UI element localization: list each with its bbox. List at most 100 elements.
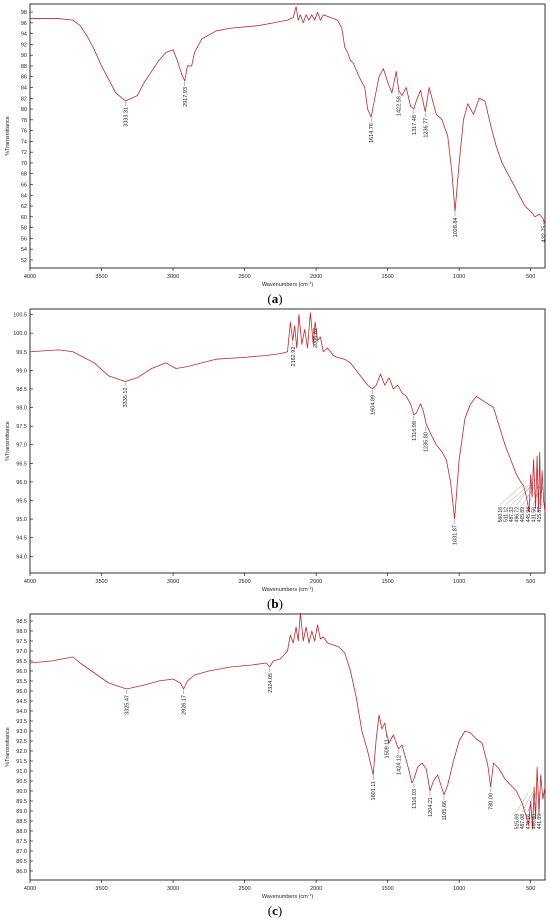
pc-ytick-label-8: 90.0 [16,789,27,795]
pa-xlabel: Wavenumbers (cm-1) [262,280,314,288]
pb-leader-line-1 [505,484,530,506]
pb-series-line-0 [29,312,546,520]
pa-ytick-label-15: 82 [21,96,27,102]
pc-series-line-0 [29,612,546,830]
pa-ytick-label-6: 64 [21,193,27,199]
pa-ytick-label-3: 58 [21,226,27,232]
pb-leader-line-0 [499,484,523,506]
pc-ytick-label-22: 97.0 [16,649,27,655]
caption-a-letter: a [271,291,279,306]
pc-xtick-label-6: 1000 [453,886,465,892]
pc-ytick-label-20: 96.0 [16,669,27,675]
pb-peak-label-4: 1316.98 [412,421,418,441]
pa-ytick-label-9: 70 [21,161,27,167]
pa-xtick-label-7: 500 [526,274,535,280]
pa-ytick-label-18: 88 [21,64,27,70]
pb-leader-label-6: 431.56 [531,507,537,523]
pa-peak-label-0: 3333.31 [123,107,129,127]
pc-ytick-label-2: 87.0 [16,849,27,855]
pc-peak-label-9: 780.00 [489,793,495,810]
pc-leader-label-1: 487.08 [520,814,526,830]
pb-ytick-label-12: 100.0 [13,331,27,337]
pa-ytick-label-16: 84 [21,86,27,92]
pa-xtick-label-2: 3000 [167,274,179,280]
pb-peak-label-3: 1604.89 [371,395,377,415]
pb-peak-label-1: 2162.92 [291,347,297,367]
pc-ytick-label-14: 93.0 [16,729,27,735]
pa-ytick-label-10: 72 [21,150,27,156]
pc-ytick-label-5: 88.5 [16,819,27,825]
pb-xlabel-main: Wavenumbers (cm [262,587,308,593]
pb-ylabel: %Transmittance [5,421,11,461]
pc-peak-label-8: 1105.66 [442,801,448,820]
panel-b: 94.0 94.5 95.0 95.5 96.0 96.5 97.0 97.5 98.0 98.5… [0,305,550,595]
pa-peak-label-3: 1422.58 [397,96,403,116]
pb-ytick-label-1: 94.5 [16,536,27,542]
pb-leader-line-5 [527,484,539,506]
pa-ytick-label-5: 62 [21,204,27,210]
pc-xtick-label-7: 500 [526,886,535,892]
pc-peak-label-1: 2926.17 [182,695,188,715]
chart-a: 52 54 56 58 60 62 64 66 68 70 72 74 76 78 80 82 84 86 88 90… [5,3,548,288]
pb-leader-line-7 [538,484,544,506]
caption-a-close: ) [278,291,283,306]
pb-ytick-label-0: 94.0 [16,554,27,560]
caption-c-close: ) [277,903,283,918]
pc-xtick-label-0: 4000 [24,886,36,892]
pb-ytick-label-13: 100.5 [13,313,27,319]
pc-xlabel-sup: -1 [308,892,312,897]
pa-peak-label-7: 432.75 [542,226,548,243]
pb-leader-line-3 [516,484,532,506]
pc-peak-label-4: 1509.11 [384,739,390,758]
pb-xlabel-end: ) [311,587,313,593]
pc-ytick-label-3: 87.5 [16,839,27,845]
pa-xtick-label-3: 2500 [238,274,250,280]
pc-leader-line-1 [522,791,533,813]
pa-ytick-label-14: 80 [21,107,27,113]
pc-xlabel-end: ) [311,894,313,900]
pa-ytick-label-13: 78 [21,118,27,124]
pb-leader-label-4: 465.89 [520,507,526,523]
pc-leader-label-0: 515.69 [515,814,521,830]
caption-b: (b) [0,596,550,612]
pc-peak-label-3: 1601.11 [371,781,377,800]
pa-ytick-label-22: 96 [21,21,27,27]
panel-a: 52 54 56 58 60 62 64 66 68 70 72 74 76 78 80 82 84 86 88 90… [0,0,550,290]
pb-peak-label-5: 1235.80 [423,432,429,452]
pb-ytick-label-6: 97.0 [16,443,27,449]
pb-leader-label-0: 560.18 [498,507,504,523]
pa-peak-label-2: 1614.76 [369,123,375,143]
pc-xtick-label-1: 3500 [95,886,107,892]
pa-ytick-label-8: 68 [21,172,27,178]
caption-b-close: ) [278,596,283,611]
panel-c: 86.0 86.5 87.0 87.5 88.0 88.5 89.0 89.5 90.0 90.5… [0,610,550,902]
pb-xtick-label-6: 1000 [453,579,465,585]
pc-ytick-label-24: 98.0 [16,629,27,635]
pc-ytick-label-10: 91.0 [16,769,27,775]
pc-ytick-label-17: 94.5 [16,699,27,705]
pc-leader-line-3 [533,791,536,813]
pc-ytick-label-21: 96.5 [16,659,27,665]
pb-peak-label-0: 3335.12 [123,388,129,408]
pc-xtick-label-5: 1500 [382,886,394,892]
pc-leader-line-2 [527,791,535,813]
pa-ytick-label-1: 54 [21,247,27,253]
pc-leader-label-3: 466.80 [531,814,537,830]
pb-peak-label-6: 1031.87 [453,525,459,545]
pa-peak-label-5: 1236.77 [423,118,429,138]
pa-ytick-label-19: 90 [21,53,27,59]
caption-c-open: ( [267,903,273,918]
pc-ylabel: %Transmittance [5,727,11,767]
pb-leader-label-7: 415.87 [537,507,543,523]
pb-leader-label-5: 445.98 [526,507,532,523]
pc-ytick-label-4: 88.0 [16,829,27,835]
pb-leader-label-3: 496.72 [515,507,521,523]
pa-ytick-label-21: 94 [21,32,27,38]
pb-ytick-label-7: 97.5 [16,424,27,430]
pc-ytick-label-18: 95.0 [16,689,27,695]
pa-xtick-label-0: 4000 [24,274,36,280]
pb-ytick-label-8: 98.0 [16,406,27,412]
pa-plot-frame [29,3,546,269]
pa-ytick-label-23: 98 [21,10,27,16]
